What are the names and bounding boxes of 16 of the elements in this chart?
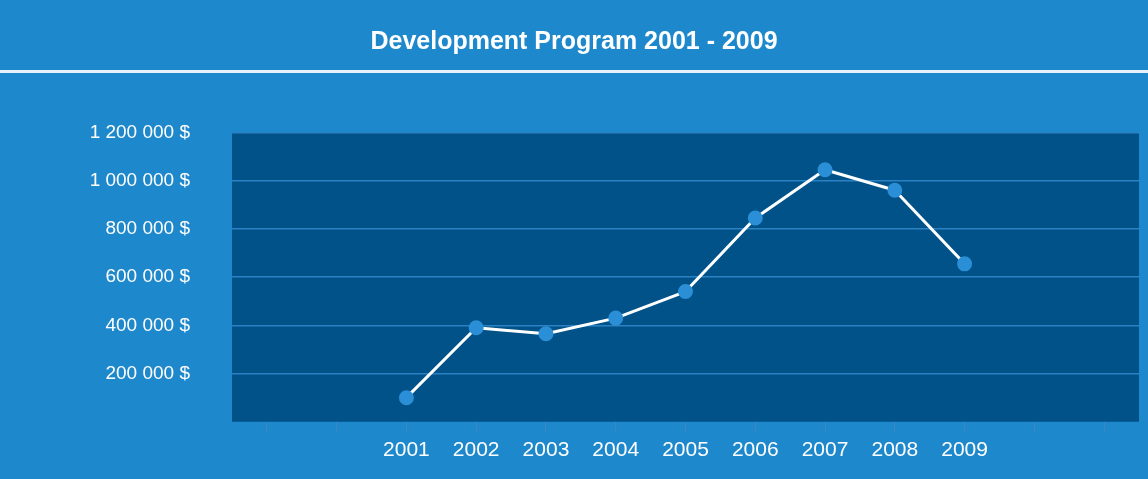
x-tick-label: 2005: [662, 437, 709, 461]
y-tick-label: 400 000 $: [105, 313, 191, 335]
x-tick-label: 2001: [383, 437, 430, 461]
x-tick-label: 2004: [592, 437, 640, 461]
y-tick-label: 200 000 $: [105, 361, 191, 383]
x-tick-label: 2002: [452, 437, 500, 461]
x-tick-label: 2008: [871, 437, 919, 461]
y-tick-label: 1 000 000 $: [89, 168, 191, 190]
x-tick-label: 2006: [731, 437, 779, 461]
y-tick-label: 800 000 $: [105, 217, 191, 239]
y-tick-label: 600 000 $: [105, 265, 191, 287]
chart-title: Development Program 2001 - 2009: [369, 26, 779, 55]
y-tick-label: 1 200 000 $: [89, 120, 191, 142]
x-tick-label: 2009: [941, 437, 988, 461]
x-tick-label: 2003: [522, 437, 570, 461]
x-tick-label: 2007: [801, 437, 849, 461]
